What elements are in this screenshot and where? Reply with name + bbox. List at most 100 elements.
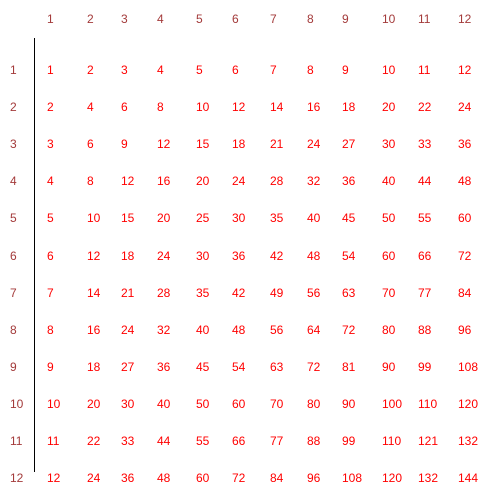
column-header: 7	[270, 12, 277, 26]
table-cell: 16	[157, 174, 171, 188]
table-cell: 64	[307, 323, 321, 337]
table-cell: 40	[196, 323, 210, 337]
row-header: 5	[10, 211, 17, 225]
table-cell: 63	[342, 286, 356, 300]
table-cell: 10	[196, 100, 210, 114]
table-cell: 12	[87, 249, 101, 263]
table-cell: 77	[418, 286, 432, 300]
table-cell: 40	[307, 211, 321, 225]
table-cell: 3	[121, 63, 128, 77]
table-cell: 7	[47, 286, 54, 300]
table-cell: 2	[47, 100, 54, 114]
table-cell: 24	[157, 249, 171, 263]
table-cell: 2	[87, 63, 94, 77]
table-cell: 9	[342, 63, 349, 77]
table-cell: 12	[121, 174, 135, 188]
table-cell: 4	[87, 100, 94, 114]
table-cell: 4	[47, 174, 54, 188]
table-cell: 33	[121, 434, 135, 448]
table-cell: 120	[458, 397, 479, 411]
table-cell: 10	[382, 63, 396, 77]
table-cell: 6	[47, 249, 54, 263]
table-cell: 12	[157, 137, 171, 151]
table-cell: 18	[121, 249, 135, 263]
table-cell: 14	[87, 286, 101, 300]
table-cell: 96	[307, 471, 321, 485]
table-cell: 72	[232, 471, 246, 485]
table-cell: 56	[270, 323, 284, 337]
table-cell: 56	[307, 286, 321, 300]
table-cell: 5	[47, 211, 54, 225]
table-cell: 72	[307, 360, 321, 374]
table-cell: 11	[47, 434, 60, 448]
table-cell: 8	[47, 323, 54, 337]
table-cell: 120	[382, 471, 403, 485]
column-header: 6	[232, 12, 239, 26]
row-header: 2	[10, 100, 17, 114]
table-cell: 144	[458, 471, 479, 485]
table-cell: 63	[270, 360, 284, 374]
column-header: 8	[307, 12, 314, 26]
table-cell: 18	[342, 100, 356, 114]
table-cell: 14	[270, 100, 284, 114]
table-cell: 40	[157, 397, 171, 411]
table-cell: 96	[458, 323, 472, 337]
table-cell: 18	[232, 137, 246, 151]
table-cell: 21	[121, 286, 135, 300]
table-cell: 32	[157, 323, 171, 337]
table-cell: 54	[232, 360, 246, 374]
table-cell: 27	[342, 137, 356, 151]
table-cell: 108	[458, 360, 479, 374]
table-cell: 6	[121, 100, 128, 114]
column-header: 2	[87, 12, 94, 26]
table-cell: 44	[418, 174, 432, 188]
table-cell: 49	[270, 286, 284, 300]
table-cell: 21	[270, 137, 284, 151]
table-cell: 42	[232, 286, 246, 300]
table-cell: 7	[270, 63, 277, 77]
table-cell: 80	[307, 397, 321, 411]
table-cell: 30	[121, 397, 135, 411]
table-cell: 48	[157, 471, 171, 485]
table-cell: 108	[342, 471, 363, 485]
row-header: 3	[10, 137, 17, 151]
table-cell: 40	[382, 174, 396, 188]
table-cell: 44	[157, 434, 171, 448]
row-header-divider	[34, 38, 35, 472]
table-cell: 9	[47, 360, 54, 374]
table-cell: 88	[307, 434, 321, 448]
table-cell: 60	[382, 249, 396, 263]
table-cell: 80	[382, 323, 396, 337]
table-cell: 90	[342, 397, 356, 411]
table-cell: 15	[121, 211, 135, 225]
table-cell: 12	[232, 100, 246, 114]
table-cell: 16	[87, 323, 101, 337]
table-cell: 30	[196, 249, 210, 263]
table-cell: 48	[307, 249, 321, 263]
table-cell: 20	[87, 397, 101, 411]
table-cell: 132	[418, 471, 439, 485]
row-header: 7	[10, 286, 17, 300]
row-header: 10	[10, 397, 24, 411]
table-cell: 55	[418, 211, 432, 225]
table-cell: 48	[458, 174, 472, 188]
table-cell: 55	[196, 434, 210, 448]
table-cell: 4	[157, 63, 164, 77]
table-cell: 121	[418, 434, 439, 448]
table-cell: 36	[458, 137, 472, 151]
table-cell: 84	[458, 286, 472, 300]
table-cell: 5	[196, 63, 203, 77]
table-cell: 110	[382, 434, 402, 448]
row-header: 6	[10, 249, 17, 263]
table-cell: 42	[270, 249, 284, 263]
table-cell: 11	[418, 63, 431, 77]
table-cell: 70	[270, 397, 284, 411]
table-cell: 35	[270, 211, 284, 225]
table-cell: 25	[196, 211, 210, 225]
table-cell: 100	[382, 397, 403, 411]
table-cell: 36	[232, 249, 246, 263]
table-cell: 20	[157, 211, 171, 225]
column-header: 9	[342, 12, 349, 26]
table-cell: 48	[232, 323, 246, 337]
